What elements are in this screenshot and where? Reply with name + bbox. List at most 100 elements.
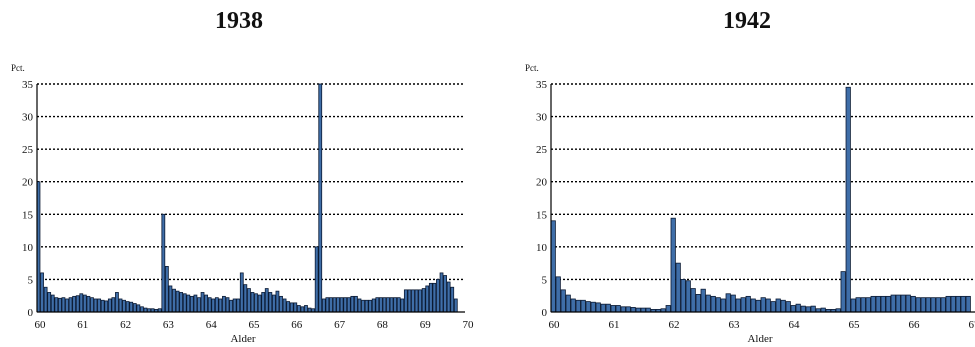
bar: [665, 305, 671, 313]
bar: [920, 297, 926, 313]
bar: [47, 292, 52, 313]
bar: [339, 297, 344, 313]
bar: [61, 297, 66, 313]
bar: [300, 306, 305, 313]
x-tick-label: 70: [463, 319, 475, 331]
bar: [750, 298, 756, 313]
bar: [795, 303, 801, 313]
x-tick-label: 62: [120, 319, 131, 331]
bar: [925, 297, 931, 313]
bar: [605, 303, 611, 313]
bar: [790, 305, 796, 313]
bar: [755, 299, 761, 313]
bar: [357, 298, 362, 313]
bar: [93, 298, 98, 313]
bar: [140, 306, 144, 313]
bar: [218, 298, 223, 313]
bar: [610, 305, 616, 313]
bar: [375, 297, 380, 313]
bar: [421, 288, 426, 313]
bar: [910, 295, 916, 313]
bar: [418, 289, 423, 313]
bar: [675, 262, 681, 313]
bar: [386, 297, 390, 313]
bar: [780, 299, 786, 313]
bar: [279, 295, 283, 313]
bar: [368, 299, 373, 313]
bar: [865, 297, 871, 313]
bar: [590, 301, 596, 313]
bar: [575, 299, 581, 313]
y-tick-label: 15: [536, 209, 548, 221]
x-tick-label: 61: [77, 319, 88, 331]
bar: [43, 286, 48, 313]
y-tick-label: 15: [22, 209, 34, 221]
x-tick-label: 67: [969, 319, 975, 331]
bar: [336, 297, 340, 313]
bar: [875, 295, 881, 313]
bar: [207, 297, 212, 313]
bar: [286, 301, 291, 313]
bar: [371, 298, 376, 313]
bar: [720, 298, 726, 313]
bar: [685, 280, 691, 313]
bar: [282, 298, 287, 313]
bar: [940, 297, 946, 313]
y-tick-label: 35: [536, 79, 548, 91]
bar: [261, 292, 266, 313]
bar: [204, 294, 209, 313]
bar: [314, 246, 319, 313]
bar: [293, 302, 298, 313]
x-tick-label: 62: [669, 319, 680, 331]
bar: [411, 289, 415, 313]
bar: [436, 279, 440, 313]
bar: [845, 86, 851, 313]
bar: [222, 295, 226, 313]
bar: [129, 301, 134, 313]
bar: [65, 298, 69, 313]
y-tick-label: 0: [542, 307, 548, 319]
bar: [211, 298, 216, 313]
bar: [690, 288, 696, 313]
bar: [118, 298, 123, 313]
bar: [735, 298, 741, 313]
bar: [885, 295, 891, 313]
bar: [930, 297, 936, 313]
bar: [364, 299, 369, 313]
x-tick-label: 68: [377, 319, 389, 331]
bar: [670, 217, 676, 313]
bar: [705, 294, 711, 313]
bar: [343, 297, 348, 313]
bar: [236, 298, 241, 313]
bar: [275, 290, 280, 313]
bar: [680, 279, 686, 313]
bar: [175, 290, 180, 313]
y-axis-label: Pct.: [525, 63, 539, 73]
bar: [620, 306, 626, 313]
bar: [193, 294, 198, 313]
bar: [136, 304, 141, 313]
bar: [446, 281, 451, 313]
bar: [560, 289, 566, 313]
bar: [72, 295, 77, 313]
bar: [346, 297, 351, 313]
bar: [268, 292, 273, 313]
bar: [68, 297, 73, 313]
bar: [960, 295, 966, 313]
x-tick-label: 66: [291, 319, 303, 331]
x-tick-label: 61: [609, 319, 620, 331]
y-tick-label: 25: [22, 144, 34, 156]
bar: [740, 297, 746, 313]
bar: [164, 265, 169, 313]
bar: [810, 305, 816, 313]
bar: [710, 295, 716, 313]
bar: [186, 294, 191, 313]
bar: [239, 272, 244, 313]
bar: [453, 298, 458, 313]
bar: [254, 293, 258, 313]
bar: [304, 305, 308, 313]
bar: [214, 297, 219, 313]
x-tick-label: 65: [849, 319, 861, 331]
bar: [800, 305, 806, 313]
bar: [354, 295, 358, 313]
